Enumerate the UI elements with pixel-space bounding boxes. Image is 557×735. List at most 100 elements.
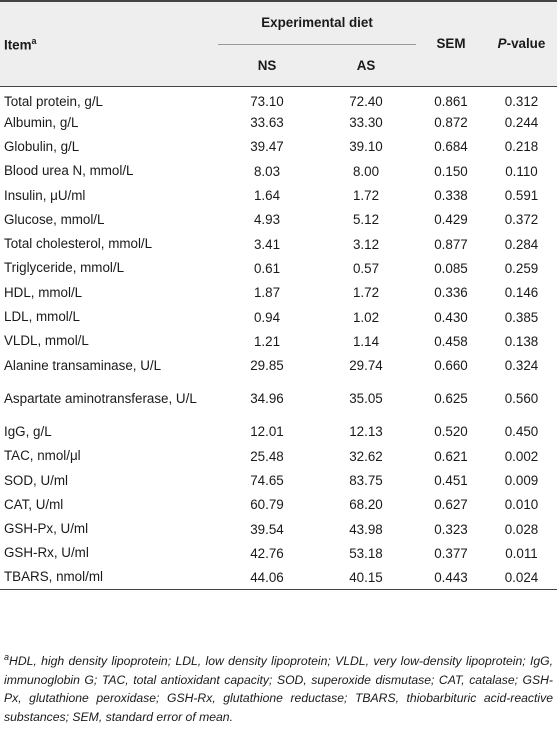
cell-ns: 60.79	[250, 497, 284, 513]
cell-p: 0.324	[504, 358, 539, 374]
cell-p: 0.385	[504, 309, 539, 325]
footnote-marker: a	[4, 652, 10, 662]
cell-item: Alanine transaminase, U/L	[4, 357, 162, 373]
cell-ns: 29.85	[250, 358, 284, 374]
cell-ns: 0.94	[253, 309, 281, 325]
cell-item: HDL, mmol/L	[4, 284, 83, 300]
cell-ns: 1.64	[253, 188, 281, 204]
header-sem: SEM	[436, 36, 466, 52]
cell-as: 43.98	[349, 521, 383, 537]
cell-ns: 42.76	[250, 545, 284, 561]
cell-item: IgG, g/L	[4, 423, 52, 439]
table-row: TAC, nmol/μl 25.48 32.62 0.621 0.002	[0, 444, 557, 468]
table-row: Triglyceride, mmol/L 0.61 0.57 0.085 0.259	[0, 256, 557, 280]
cell-sem: 0.458	[434, 333, 468, 349]
cell-p: 0.028	[504, 521, 539, 537]
cell-item: TBARS, nmol/ml	[4, 569, 103, 585]
header-item-label: Item	[4, 36, 32, 52]
cell-item: SOD, U/ml	[4, 472, 68, 488]
cell-p: 0.560	[504, 391, 539, 407]
cell-sem: 0.625	[434, 391, 468, 407]
table-row: CAT, U/ml 60.79 68.20 0.627 0.010	[0, 493, 557, 517]
cell-sem: 0.150	[434, 163, 468, 179]
cell-sem: 0.877	[434, 236, 468, 252]
cell-item: Total cholesterol, mmol/L	[4, 236, 153, 252]
header-item: Itema	[0, 1, 218, 86]
header-p-letter: P	[497, 36, 507, 52]
cell-p: 0.284	[504, 236, 539, 252]
cell-item: Total protein, g/L	[4, 93, 104, 109]
table-body: Total protein, g/L 73.10 72.40 0.861 0.312 Al…	[0, 86, 557, 590]
cell-sem: 0.861	[434, 94, 468, 109]
cell-as: 12.13	[349, 424, 383, 440]
cell-ns: 3.41	[253, 236, 281, 252]
table-row: LDL, mmol/L 0.94 1.02 0.430 0.385	[0, 305, 557, 329]
cell-sem: 0.085	[434, 260, 468, 276]
cell-p: 0.002	[504, 448, 539, 464]
cell-ns: 12.01	[250, 424, 284, 440]
cell-item: LDL, mmol/L	[4, 309, 80, 325]
cell-p: 0.244	[504, 115, 539, 131]
cell-sem: 0.660	[434, 358, 468, 374]
cell-p: 0.259	[504, 260, 539, 276]
table-header: Itema Experimental diet SEM P-value NS A…	[0, 1, 557, 86]
table-row: IgG, g/L 12.01 12.13 0.520 0.450	[0, 420, 557, 444]
cell-sem: 0.429	[434, 212, 468, 228]
cell-as: 8.00	[352, 163, 380, 179]
cell-ns: 8.03	[253, 163, 281, 179]
cell-as: 1.72	[352, 285, 380, 301]
cell-item: GSH-Px, U/ml	[4, 521, 89, 537]
cell-sem: 0.520	[434, 424, 468, 440]
cell-ns: 74.65	[250, 473, 284, 488]
cell-ns: 1.87	[253, 285, 281, 301]
cell-as: 83.75	[349, 473, 383, 488]
cell-sem: 0.443	[434, 569, 468, 585]
cell-as: 0.57	[352, 260, 380, 276]
cell-p: 0.110	[505, 163, 538, 179]
table-row: Insulin, μU/ml 1.64 1.72 0.338 0.591	[0, 183, 557, 207]
table-row: VLDL, mmol/L 1.21 1.14 0.458 0.138	[0, 329, 557, 353]
data-table: Itema Experimental diet SEM P-value NS A…	[0, 1, 557, 590]
cell-sem: 0.430	[434, 309, 468, 325]
table-row: GSH-Rx, U/ml 42.76 53.18 0.377 0.011	[0, 541, 557, 565]
cell-as: 35.05	[349, 391, 383, 407]
cell-p: 0.450	[504, 424, 539, 440]
cell-as: 72.40	[349, 94, 383, 109]
cell-as: 33.30	[349, 115, 383, 131]
cell-as: 1.02	[352, 309, 380, 325]
table-row: Globulin, g/L 39.47 39.10 0.684 0.218	[0, 135, 557, 159]
cell-item: Aspartate aminotransferase, U/L	[4, 390, 197, 406]
table-row: Total protein, g/L 73.10 72.40 0.861 0.312	[0, 86, 557, 111]
cell-sem: 0.338	[434, 188, 468, 204]
cell-item: VLDL, mmol/L	[4, 333, 89, 349]
cell-as: 53.18	[349, 545, 383, 561]
table-row: Aspartate aminotransferase, U/L 34.96 35.0…	[0, 378, 557, 420]
header-p-value: P-value	[486, 1, 557, 86]
table-footnote: aHDL, high density lipoprotein; LDL, low…	[4, 648, 553, 726]
cell-as: 3.12	[352, 236, 380, 252]
cell-sem: 0.336	[434, 285, 468, 301]
header-experimental-diet: Experimental diet	[218, 1, 416, 45]
cell-p: 0.146	[504, 285, 539, 301]
cell-as: 68.20	[349, 497, 383, 513]
cell-p: 0.372	[504, 212, 539, 228]
table-row: Blood urea N, mmol/L 8.03 8.00 0.150 0.110	[0, 159, 557, 183]
cell-ns: 1.21	[253, 333, 281, 349]
table-row: TBARS, nmol/ml 44.06 40.15 0.443 0.024	[0, 566, 557, 590]
cell-item: Insulin, μU/ml	[4, 187, 86, 203]
cell-as: 32.62	[349, 448, 383, 464]
cell-item: Glucose, mmol/L	[4, 211, 105, 227]
cell-sem: 0.872	[434, 115, 468, 131]
header-ns: NS	[257, 57, 277, 73]
footnote-text: HDL, high density lipoprotein; LDL, low …	[4, 654, 553, 724]
cell-ns: 33.63	[250, 115, 284, 131]
cell-item: Albumin, g/L	[4, 114, 79, 130]
header-p-suffix: -value	[506, 36, 546, 52]
cell-sem: 0.451	[434, 473, 468, 488]
cell-p: 0.009	[504, 473, 539, 488]
cell-ns: 34.96	[250, 391, 284, 407]
cell-p: 0.138	[504, 333, 539, 349]
cell-item: CAT, U/ml	[4, 496, 64, 512]
cell-as: 39.10	[349, 139, 383, 155]
